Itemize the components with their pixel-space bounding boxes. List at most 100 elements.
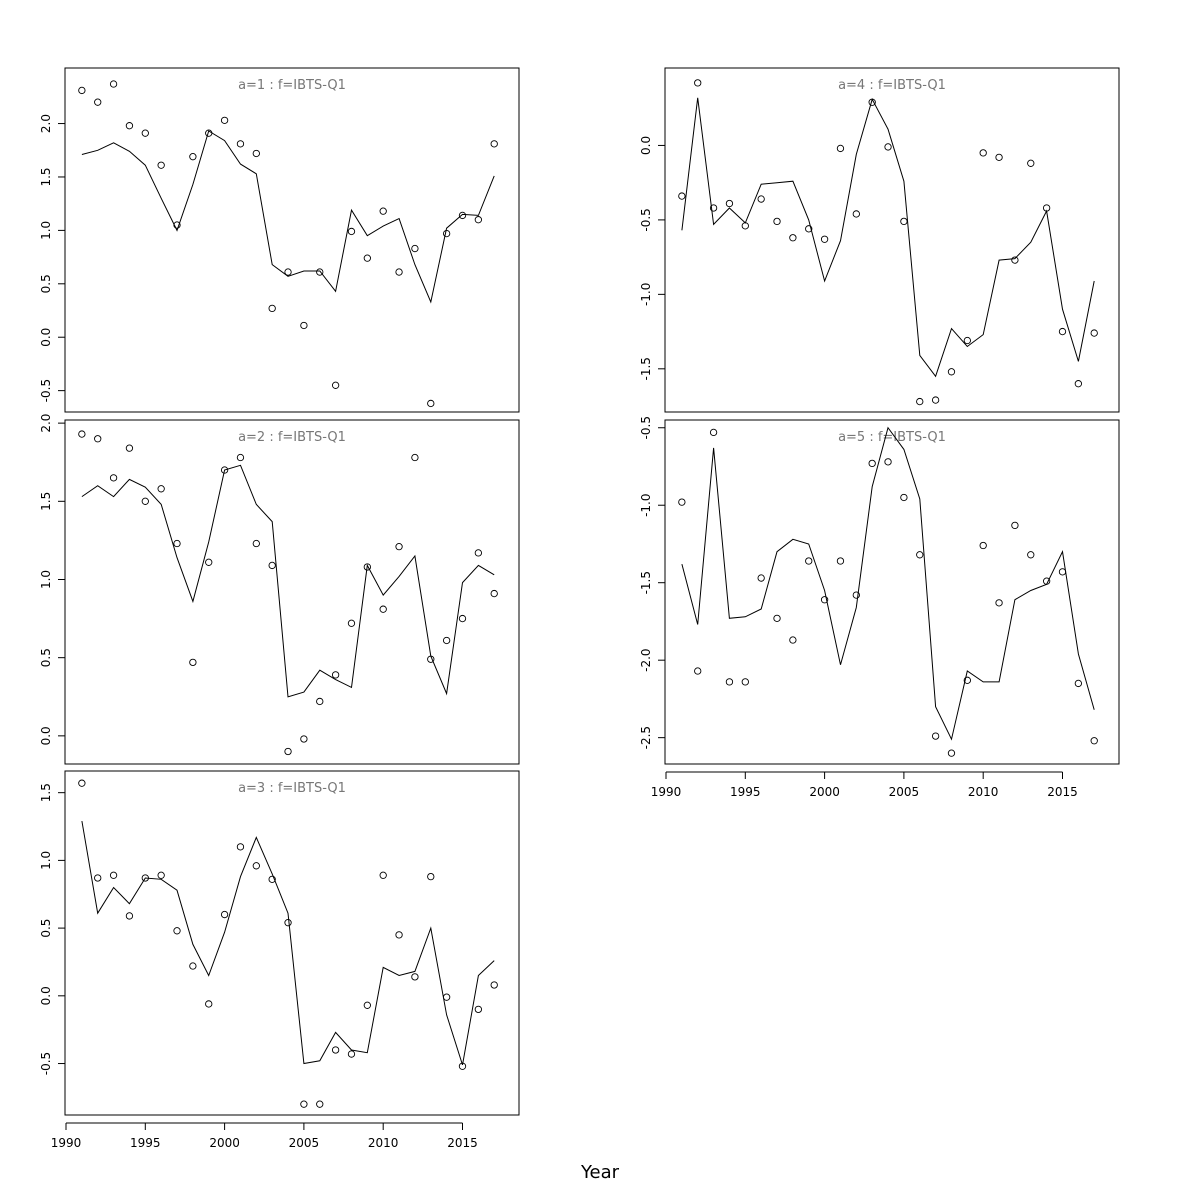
observed-point xyxy=(789,234,797,242)
observed-point xyxy=(725,678,734,686)
y-tick-label: -0.5 xyxy=(639,208,653,231)
observed-point xyxy=(363,563,371,571)
observed-point xyxy=(125,444,134,452)
y-tick-label: -0.5 xyxy=(39,1052,53,1075)
y-tick-label: 0.5 xyxy=(39,919,53,938)
observed-point xyxy=(189,962,197,970)
panel-title: a=2 : f=IBTS-Q1 xyxy=(238,430,346,445)
observed-point xyxy=(300,735,308,743)
panel-title: a=5 : f=IBTS-Q1 xyxy=(838,430,946,445)
observed-point xyxy=(347,1050,356,1058)
observed-point xyxy=(236,453,245,462)
observed-point xyxy=(252,539,260,548)
observed-point xyxy=(1090,329,1098,337)
observed-point xyxy=(363,1001,371,1009)
observed-point xyxy=(458,614,467,623)
observed-point xyxy=(1058,568,1067,576)
observed-point xyxy=(411,973,419,981)
y-tick-label: 1.0 xyxy=(39,570,53,589)
observed-point xyxy=(995,153,1003,162)
observed-point xyxy=(173,539,181,548)
observed-point xyxy=(442,636,451,645)
observed-point xyxy=(157,485,165,493)
panel-frame xyxy=(64,419,520,765)
observed-point xyxy=(995,599,1003,607)
observed-point xyxy=(205,129,213,137)
observed-point xyxy=(331,671,340,679)
observed-point xyxy=(220,116,229,124)
panel-title: a=3 : f=IBTS-Q1 xyxy=(238,781,346,796)
panel-3: a=3 : f=IBTS-Q1 -0.5 0.0 0.5 1.0 1.5 1990 1995 2… xyxy=(39,770,520,1150)
observed-point xyxy=(1027,159,1035,167)
observed-point xyxy=(379,605,387,613)
observed-point xyxy=(94,435,102,443)
observed-point xyxy=(757,574,765,582)
y-tick-label: 0.0 xyxy=(639,136,653,155)
y-tick-label: 0.5 xyxy=(39,648,53,667)
observed-point xyxy=(268,304,276,313)
fitted-line xyxy=(81,130,495,304)
panel-frame xyxy=(664,419,1120,765)
observed-point xyxy=(741,222,749,230)
observed-point xyxy=(284,268,292,276)
observed-point xyxy=(1074,380,1083,388)
observed-point xyxy=(442,993,451,1001)
observed-point xyxy=(1074,679,1083,688)
observed-point xyxy=(900,493,908,502)
x-tick-label: 2005 xyxy=(289,1136,320,1150)
panels-group: a=1 : f=IBTS-Q1-0.50.00.51.01.52.0a=2 : … xyxy=(39,67,1120,1150)
observed-point xyxy=(427,655,435,663)
observed-point xyxy=(427,872,435,881)
y-tick-label: -1.0 xyxy=(639,494,653,517)
observed-point xyxy=(805,557,813,565)
x-tick-label: 1990 xyxy=(651,785,682,799)
observed-point xyxy=(109,871,118,879)
panel-title: a=4 : f=IBTS-Q1 xyxy=(838,78,946,93)
panel-1: a=1 : f=IBTS-Q1 -0.5 0.0 0.5 1.0 1.5 2.0 xyxy=(39,67,520,413)
observed-point xyxy=(300,321,308,330)
observed-point xyxy=(757,195,765,203)
y-tick-label: -2.0 xyxy=(639,648,653,671)
observed-point xyxy=(836,557,845,565)
panel-2: a=2 : f=IBTS-Q1 0.0 0.5 1.0 1.5 2.0 xyxy=(39,414,520,765)
observed-point xyxy=(331,1046,340,1054)
y-tick-label: 2.0 xyxy=(39,114,53,133)
observed-point xyxy=(947,749,956,757)
observed-point xyxy=(284,747,292,756)
observed-point xyxy=(300,1100,308,1108)
fitted-line xyxy=(81,464,495,698)
observed-point xyxy=(78,779,86,787)
panel-title: a=1 : f=IBTS-Q1 xyxy=(238,78,346,93)
x-tick-label: 1995 xyxy=(130,1136,161,1150)
observed-point xyxy=(868,459,876,468)
observed-point xyxy=(284,919,292,927)
observed-point xyxy=(694,667,702,675)
fitted-line xyxy=(681,97,1095,378)
observed-point xyxy=(805,225,813,233)
observed-point xyxy=(236,843,245,851)
panel-4: a=4 : f=IBTS-Q1 -1.5 -1.0 -0.5 0.0 xyxy=(639,67,1120,413)
observed-point xyxy=(789,636,797,644)
observed-point xyxy=(694,79,702,87)
observed-point xyxy=(1042,577,1051,585)
observed-point xyxy=(395,268,403,276)
panel-frame xyxy=(64,67,520,413)
observed-point xyxy=(94,874,102,882)
observed-point xyxy=(347,619,356,627)
observed-point xyxy=(474,216,483,224)
x-tick-label: 2005 xyxy=(889,785,920,799)
y-tick-label: -2.5 xyxy=(639,726,653,749)
observed-point xyxy=(474,549,483,557)
observed-point xyxy=(379,207,387,215)
y-tick-label: -0.5 xyxy=(39,379,53,402)
x-tick-label: 2015 xyxy=(447,1136,478,1150)
observed-point xyxy=(741,678,749,686)
observed-point xyxy=(411,244,419,253)
observed-point xyxy=(709,204,718,212)
observed-point xyxy=(316,1100,324,1108)
observed-point xyxy=(931,732,940,740)
observed-point xyxy=(836,144,845,153)
observed-point xyxy=(220,910,229,919)
observed-point xyxy=(141,497,149,505)
